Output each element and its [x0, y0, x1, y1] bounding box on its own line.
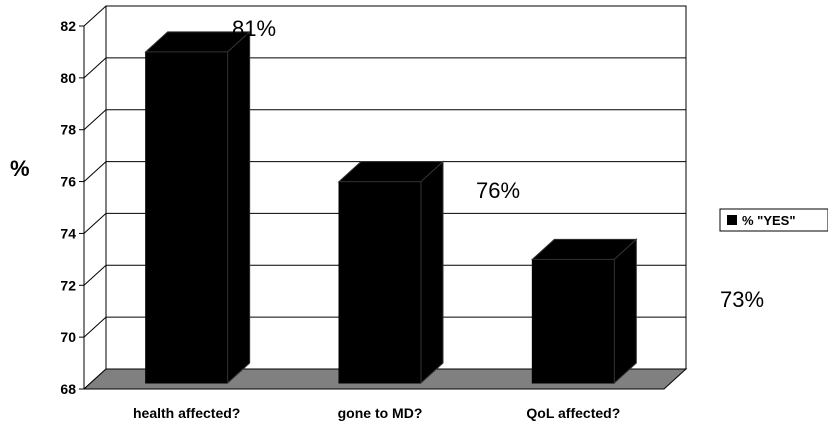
legend: % "YES"	[719, 208, 828, 232]
side-gridline	[83, 213, 107, 234]
bar-side-face	[613, 238, 637, 385]
category-label: health affected?	[133, 405, 240, 421]
axes	[79, 6, 107, 390]
y-tick-label: 80	[60, 70, 76, 86]
data-label: 76%	[476, 178, 520, 203]
legend-label: % "YES"	[742, 213, 796, 228]
category-label: QoL affected?	[526, 405, 620, 421]
y-axis-label: %	[10, 156, 30, 181]
bar-side-face	[420, 160, 444, 385]
bar-front-face	[338, 181, 422, 384]
category-labels: health affected? gone to MD? QoL affected?	[133, 405, 620, 421]
bar-front-face	[145, 51, 229, 384]
bar	[144, 30, 251, 385]
y-tick-labels: 68 70 72 74 76 78 80 82	[60, 18, 76, 397]
y-tick-label: 82	[60, 18, 76, 34]
side-gridline	[83, 109, 107, 131]
data-label: 81%	[232, 16, 276, 41]
side-gridline	[83, 264, 107, 286]
bar	[337, 160, 445, 385]
side-gridline	[83, 5, 107, 27]
bar	[531, 238, 638, 385]
bar-front-face	[531, 258, 615, 384]
bars	[144, 30, 638, 385]
side-gridline	[83, 161, 107, 182]
y-tick-label: 72	[60, 277, 76, 293]
category-label: gone to MD?	[338, 405, 423, 421]
legend-swatch	[727, 215, 737, 225]
side-gridline	[83, 57, 107, 79]
data-label: 73%	[720, 287, 764, 312]
legend-box	[719, 208, 828, 232]
side-gridline	[83, 316, 107, 338]
y-tick-label: 76	[60, 174, 76, 190]
y-tick-label: 78	[60, 122, 76, 138]
y-tick-label: 74	[60, 225, 76, 241]
bar-side-face	[227, 30, 251, 385]
y-tick-label: 68	[60, 381, 76, 397]
y-tick-label: 70	[60, 329, 76, 345]
data-labels: 81% 76% 73%	[232, 16, 764, 312]
